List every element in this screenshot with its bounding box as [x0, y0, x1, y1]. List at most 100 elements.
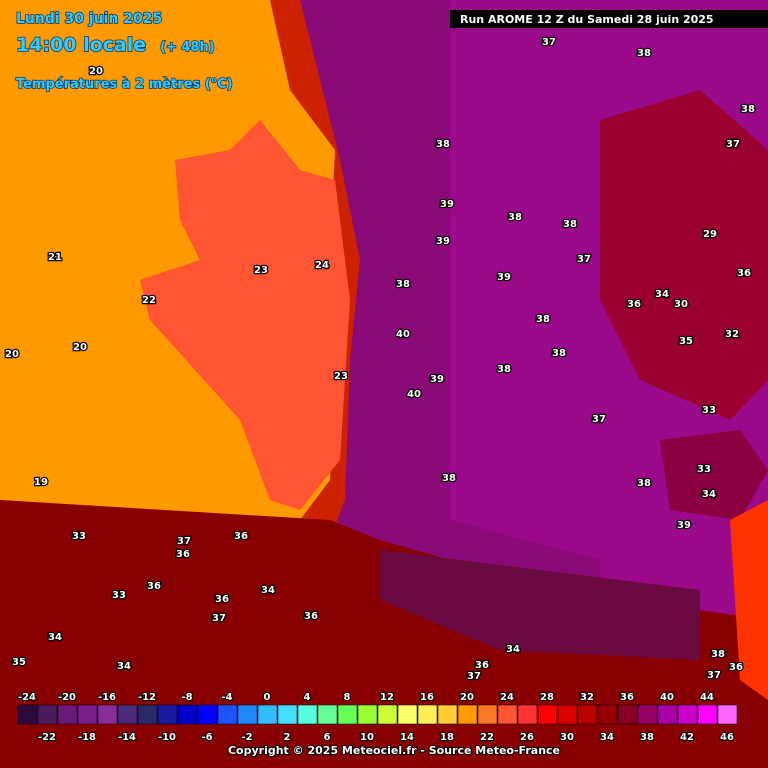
scale-box — [417, 704, 438, 725]
scale-label: 14 — [400, 732, 414, 743]
temperature-label: 34 — [48, 632, 62, 643]
scale-label: -18 — [78, 732, 96, 743]
temperature-label: 36 — [304, 611, 318, 622]
temperature-label: 37 — [542, 37, 556, 48]
temperature-label: 36 — [737, 268, 751, 279]
temperature-label: 33 — [697, 464, 711, 475]
scale-label: -10 — [158, 732, 176, 743]
scale-label: -24 — [18, 692, 36, 703]
temperature-label: 33 — [702, 405, 716, 416]
copyright: Copyright © 2025 Meteociel.fr - Source M… — [228, 744, 560, 757]
mediterranean — [730, 500, 768, 700]
scale-box — [17, 704, 38, 725]
temperature-label: 38 — [711, 649, 725, 660]
scale-label: -12 — [138, 692, 156, 703]
scale-label: 6 — [324, 732, 331, 743]
temperature-label: 39 — [430, 374, 444, 385]
scale-box — [717, 704, 738, 725]
scale-label: 30 — [560, 732, 574, 743]
scale-label: -20 — [58, 692, 76, 703]
ocean-warm — [140, 120, 350, 510]
scale-box — [397, 704, 418, 725]
scale-label: 8 — [344, 692, 351, 703]
scale-box — [637, 704, 658, 725]
scale-label: 2 — [284, 732, 291, 743]
scale-box — [657, 704, 678, 725]
scale-label: 16 — [420, 692, 434, 703]
temperature-label: 40 — [407, 389, 421, 400]
temperature-label: 33 — [112, 590, 126, 601]
scale-label: 0 — [264, 692, 271, 703]
temperature-label: 35 — [12, 657, 26, 668]
temperature-label: 37 — [177, 536, 191, 547]
scale-label: 44 — [700, 692, 714, 703]
scale-box — [497, 704, 518, 725]
temperature-label: 38 — [552, 348, 566, 359]
temperature-label: 37 — [726, 139, 740, 150]
scale-label: -14 — [118, 732, 136, 743]
scale-box — [317, 704, 338, 725]
temperature-label: 36 — [176, 549, 190, 560]
temperature-label: 39 — [677, 520, 691, 531]
temperature-label: 38 — [442, 473, 456, 484]
temperature-label: 34 — [506, 644, 520, 655]
scale-box — [537, 704, 558, 725]
temperature-label: 40 — [396, 329, 410, 340]
scale-label: 34 — [600, 732, 614, 743]
temperature-label: 23 — [254, 265, 268, 276]
temperature-label: 24 — [315, 260, 329, 271]
temperature-label: 34 — [117, 661, 131, 672]
temperature-label: 35 — [679, 336, 693, 347]
hot-area-southeast — [660, 430, 768, 520]
scale-label: -16 — [98, 692, 116, 703]
temperature-label: 36 — [234, 531, 248, 542]
temperature-label: 38 — [741, 104, 755, 115]
scale-label: 40 — [660, 692, 674, 703]
temperature-label: 19 — [34, 477, 48, 488]
scale-label: 28 — [540, 692, 554, 703]
temperature-label: 37 — [467, 671, 481, 682]
temperature-label: 37 — [592, 414, 606, 425]
scale-box — [437, 704, 458, 725]
temperature-label: 36 — [627, 299, 641, 310]
scale-box — [457, 704, 478, 725]
scale-box — [677, 704, 698, 725]
scale-box — [257, 704, 278, 725]
scale-box — [337, 704, 358, 725]
scale-label: 24 — [500, 692, 514, 703]
scale-box — [577, 704, 598, 725]
scale-box — [297, 704, 318, 725]
scale-box — [157, 704, 178, 725]
scale-box — [357, 704, 378, 725]
temperature-label: 33 — [72, 531, 86, 542]
scale-box — [77, 704, 98, 725]
scale-box — [517, 704, 538, 725]
lead-time: (+ 48h) — [160, 40, 215, 55]
scale-box — [237, 704, 258, 725]
temperature-label: 37 — [707, 670, 721, 681]
scale-label: -2 — [241, 732, 252, 743]
scale-label: -22 — [38, 732, 56, 743]
temperature-label: 38 — [508, 212, 522, 223]
scale-box — [617, 704, 638, 725]
spain — [0, 500, 768, 768]
temperature-label: 22 — [142, 295, 156, 306]
scale-box — [377, 704, 398, 725]
temperature-label: 20 — [73, 342, 87, 353]
scale-label: -8 — [181, 692, 192, 703]
scale-box — [477, 704, 498, 725]
temperature-label: 36 — [729, 662, 743, 673]
scale-box — [137, 704, 158, 725]
temperature-label: 38 — [396, 279, 410, 290]
scale-box — [37, 704, 58, 725]
scale-box — [697, 704, 718, 725]
run-banner — [450, 10, 768, 28]
pyrenees — [380, 550, 700, 660]
temperature-label: 39 — [440, 199, 454, 210]
temperature-label: 36 — [215, 594, 229, 605]
temperature-label: 29 — [703, 229, 717, 240]
temperature-label: 20 — [89, 66, 103, 77]
temperature-label: 37 — [577, 254, 591, 265]
temperature-label: 23 — [334, 371, 348, 382]
scale-box — [557, 704, 578, 725]
